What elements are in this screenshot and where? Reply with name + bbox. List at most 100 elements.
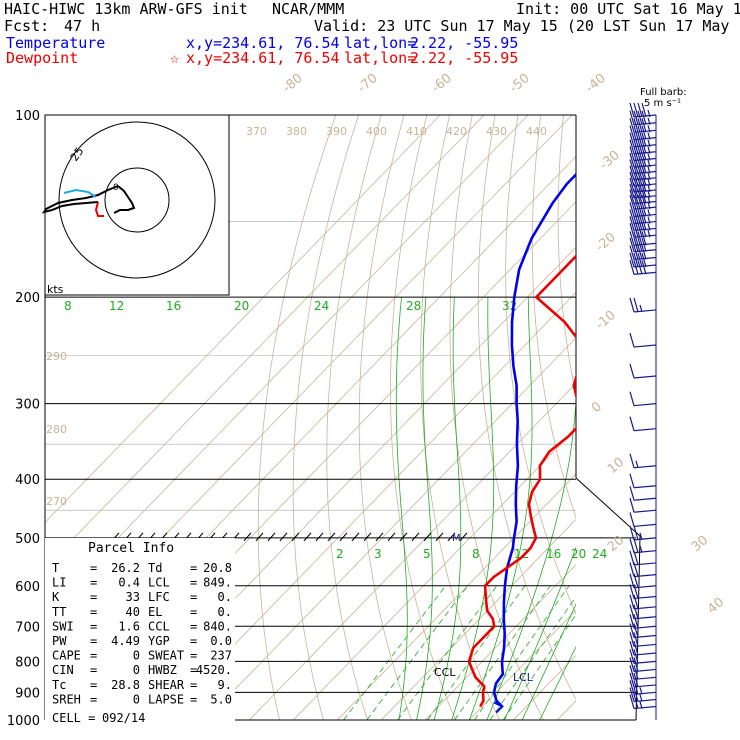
parcel-eq: = bbox=[90, 619, 97, 633]
isotherm-label--60: -60 bbox=[429, 71, 455, 96]
hatch-mark bbox=[459, 532, 468, 542]
barb-flag bbox=[637, 152, 643, 168]
parcel-key: CIN bbox=[52, 663, 74, 677]
pressure-tick-100: 100 bbox=[15, 109, 40, 124]
dewpoint-xy: x,y=234.61, 76.54 bbox=[186, 49, 340, 67]
barb-flag bbox=[633, 562, 639, 577]
barb-half-flag bbox=[647, 201, 651, 210]
moist-label-24: 24 bbox=[314, 299, 329, 313]
barb-flag bbox=[629, 512, 635, 527]
barb-half-flag bbox=[647, 230, 651, 238]
isotherm-label--20: -20 bbox=[593, 230, 619, 255]
barb-flag bbox=[637, 177, 643, 193]
barb-half-flag bbox=[647, 166, 651, 174]
barb-flag bbox=[629, 237, 635, 252]
barb-flag bbox=[633, 687, 639, 702]
barb-flag bbox=[641, 159, 647, 174]
barb-flag bbox=[629, 260, 635, 275]
dry-adiabat-270 bbox=[326, 115, 382, 720]
mixing-label-5: 5 bbox=[423, 547, 431, 561]
barb-flag bbox=[641, 231, 647, 246]
barb-flag bbox=[641, 139, 647, 154]
temperature-xy: x,y=234.61, 76.54 bbox=[186, 34, 340, 52]
barb-flag bbox=[633, 194, 639, 210]
barb-flag bbox=[637, 237, 643, 252]
barb-flag bbox=[629, 132, 635, 147]
hatch-mark bbox=[435, 532, 444, 542]
barb-staff bbox=[633, 523, 657, 527]
mixing-label-20: 20 bbox=[571, 547, 586, 561]
barb-flag bbox=[637, 209, 643, 224]
barb-half-flag bbox=[639, 694, 643, 702]
wind-barb bbox=[629, 573, 657, 589]
wind-barb bbox=[629, 538, 657, 554]
mixing-label-3: 3 bbox=[374, 547, 382, 561]
barb-flag bbox=[629, 159, 635, 174]
isotherm-label-40: 40 bbox=[705, 595, 727, 617]
barb-flag bbox=[637, 132, 643, 147]
header: HAIC-HIWC 13km ARW-GFS init NCAR/MMM Ini… bbox=[4, 0, 740, 67]
parcel-title: Parcel Info bbox=[88, 541, 174, 556]
barb-legend-title: Full barb: bbox=[640, 87, 687, 98]
barb-flag bbox=[637, 125, 643, 140]
barb-flag bbox=[633, 297, 639, 313]
barb-staff bbox=[633, 428, 657, 432]
wind-barb bbox=[629, 223, 657, 238]
wind-barb bbox=[629, 118, 657, 133]
barb-flag bbox=[641, 245, 647, 260]
parcel-value: 840. bbox=[203, 619, 232, 633]
barb-flag bbox=[629, 363, 635, 379]
dry-adiabat-370 bbox=[608, 115, 740, 720]
mixing-label-8: 8 bbox=[472, 547, 480, 561]
wind-barb bbox=[629, 604, 657, 620]
barb-half-flag bbox=[647, 184, 651, 193]
barb-flag bbox=[629, 486, 635, 501]
barb-staff bbox=[633, 403, 657, 407]
wind-barb bbox=[629, 687, 657, 703]
hatch-mark bbox=[411, 532, 420, 542]
barb-flag bbox=[633, 252, 639, 268]
wind-barb bbox=[629, 102, 657, 118]
barb-flag bbox=[629, 216, 635, 231]
barb-half-flag bbox=[647, 132, 651, 140]
hatch-mark bbox=[375, 532, 384, 542]
barb-flag bbox=[633, 118, 639, 133]
barb-flag bbox=[629, 640, 635, 656]
barb-flag bbox=[633, 110, 639, 125]
isotherm-label--40: -40 bbox=[583, 71, 609, 96]
theta-label-280: 280 bbox=[46, 423, 67, 436]
wind-barb bbox=[629, 473, 657, 489]
barb-half-flag bbox=[647, 146, 651, 154]
parcel-key: LCL bbox=[148, 576, 170, 590]
hodograph-origin-label: 0 bbox=[113, 183, 119, 193]
barb-half-flag bbox=[639, 701, 643, 709]
dewpoint-legend-label: Dewpoint bbox=[6, 49, 78, 67]
barb-flag bbox=[637, 159, 643, 174]
m-label: M bbox=[452, 533, 461, 544]
level-labels: CCL LCL M bbox=[434, 533, 534, 684]
wind-barb bbox=[629, 640, 657, 656]
parcel-key: SHEAR bbox=[148, 678, 185, 692]
theta-label-290: 290 bbox=[46, 350, 67, 363]
barb-half-flag bbox=[639, 687, 643, 695]
barb-half-flag bbox=[647, 125, 651, 133]
wind-barb bbox=[629, 486, 657, 501]
wind-barb bbox=[629, 194, 657, 210]
barb-flag bbox=[637, 223, 643, 238]
barb-flag bbox=[641, 202, 647, 217]
temperature-latlon: 2.22, -55.95 bbox=[410, 34, 518, 52]
isotherm-label--50: -50 bbox=[507, 71, 533, 96]
wind-barb bbox=[629, 209, 657, 225]
barb-flag bbox=[637, 118, 643, 133]
mixing-ratio-16 bbox=[474, 585, 570, 720]
wind-barb bbox=[629, 594, 657, 610]
barb-flag bbox=[637, 231, 643, 246]
wind-barb bbox=[629, 453, 657, 469]
barb-flag bbox=[633, 632, 639, 647]
parcel-value: 40 bbox=[126, 605, 140, 619]
parcel-key: HWBZ bbox=[148, 663, 177, 677]
wind-barb bbox=[629, 391, 657, 407]
pressure-tick-300: 300 bbox=[15, 398, 40, 413]
parcel-eq: = bbox=[190, 576, 197, 590]
